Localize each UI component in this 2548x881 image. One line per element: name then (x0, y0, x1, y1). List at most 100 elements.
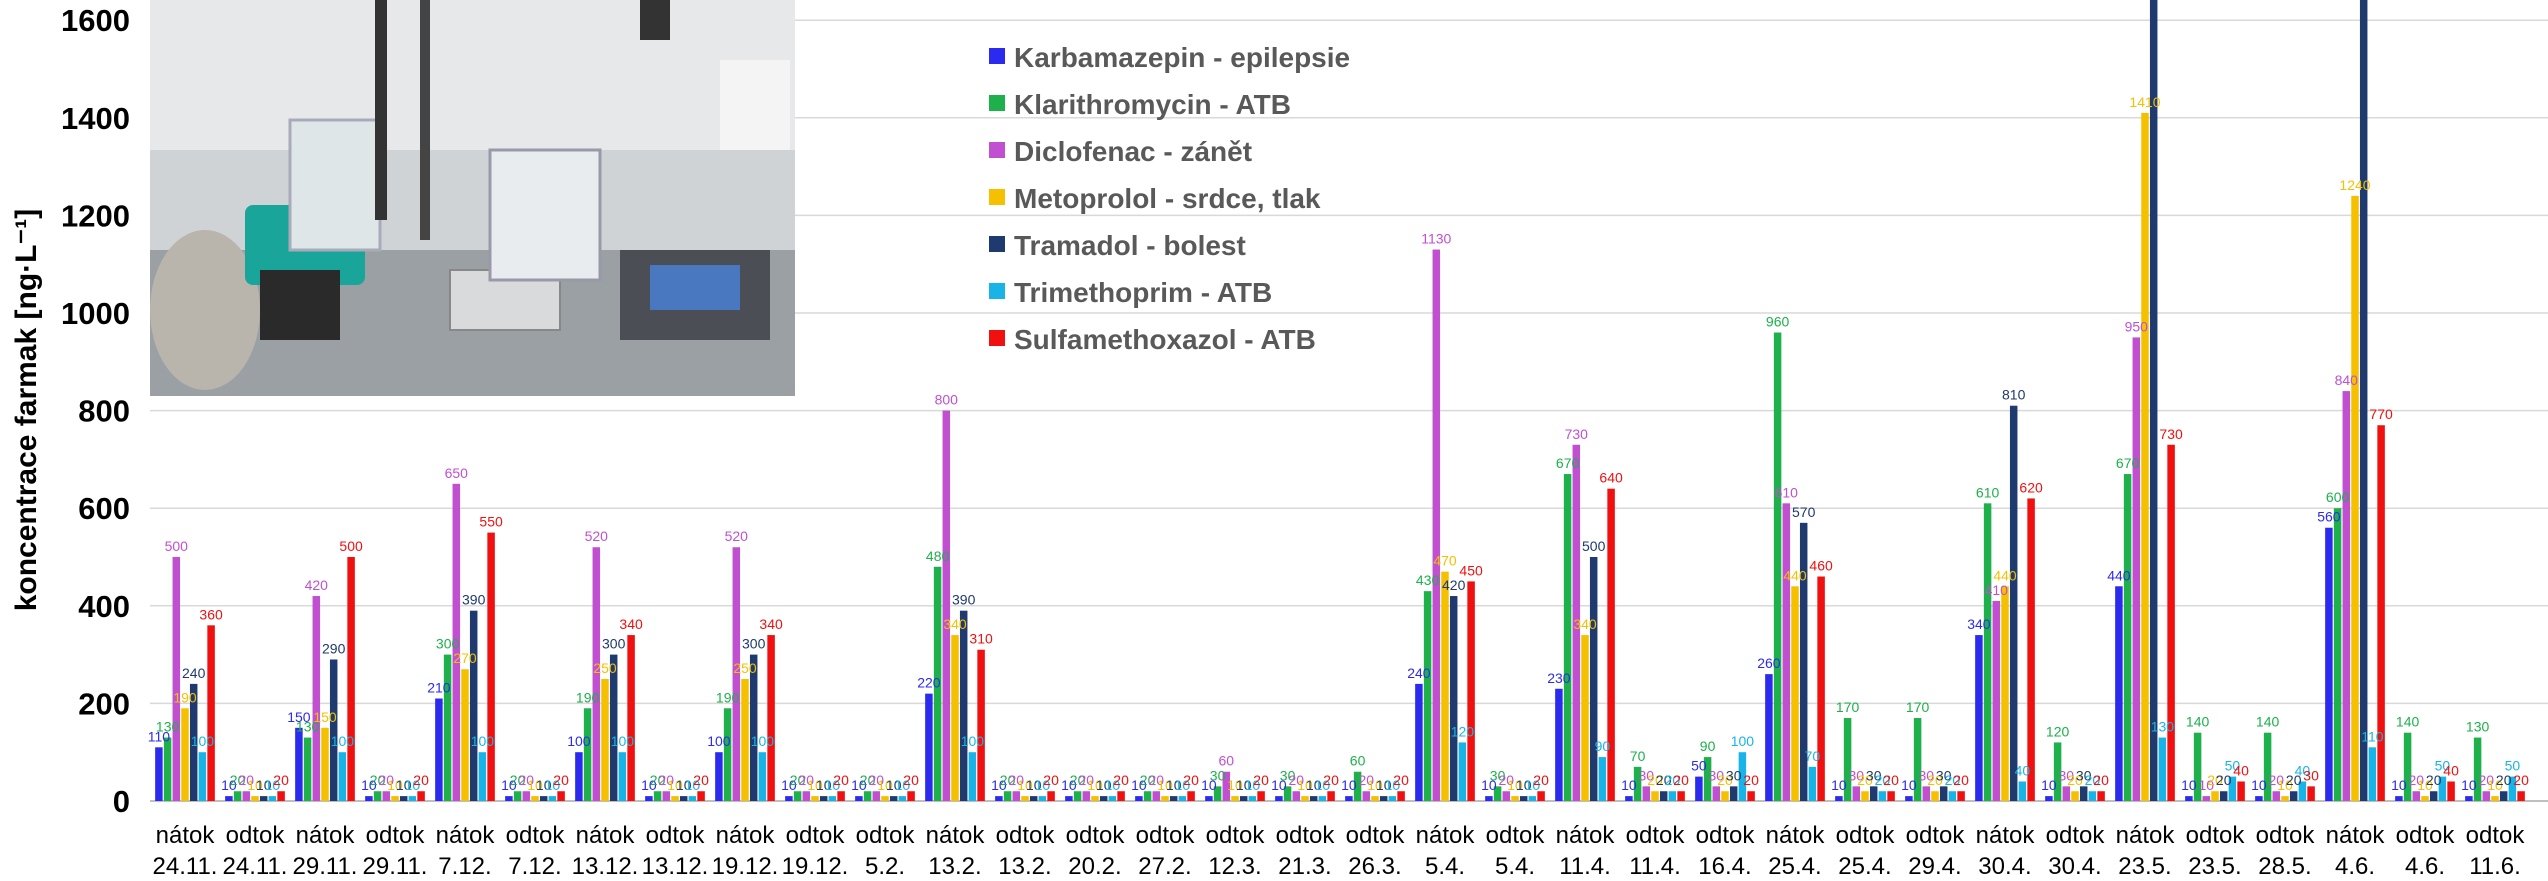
data-label: 70 (1630, 748, 1646, 764)
bar (723, 708, 732, 801)
data-label: 10 (536, 777, 552, 793)
bar (1878, 791, 1887, 801)
x-tick-label: odtok (366, 822, 426, 849)
bar (1117, 791, 1125, 801)
data-label: 10 (247, 777, 263, 793)
x-tick-label: odtok (2256, 822, 2316, 849)
data-label: 10 (991, 777, 1007, 793)
bar (1957, 791, 1965, 801)
data-label: 110 (148, 728, 171, 744)
bar (889, 796, 898, 801)
data-label: 10 (256, 777, 272, 793)
data-label: 10 (2487, 777, 2503, 793)
data-label: 520 (725, 528, 749, 544)
data-label: 10 (2461, 777, 2477, 793)
bar (2508, 776, 2517, 801)
data-label: 360 (199, 606, 223, 622)
data-label: 50 (2505, 758, 2521, 774)
data-label: 20 (1673, 772, 1689, 788)
bar (1371, 796, 1379, 801)
x-tick-label: 16.4. (1698, 853, 1751, 880)
x-tick-label: odtok (1486, 822, 1546, 849)
bar (2307, 786, 2315, 801)
bar (277, 791, 285, 801)
bar (399, 796, 408, 801)
x-tick-label: 13.2. (998, 853, 1051, 880)
bar (259, 796, 268, 801)
data-label: 10 (877, 777, 893, 793)
data-label: 340 (1967, 616, 1991, 632)
bar (1931, 791, 1939, 801)
data-label: 10 (1201, 777, 1217, 793)
data-label: 20 (2479, 772, 2495, 788)
bar (2185, 796, 2193, 801)
data-label: 30 (1490, 767, 1506, 783)
data-label: 10 (1026, 777, 1042, 793)
data-label: 30 (1726, 767, 1742, 783)
x-tick-label: 20.2. (1068, 853, 1121, 880)
bar (155, 747, 163, 801)
data-label: 20 (1079, 772, 1095, 788)
bar (1712, 786, 1721, 801)
data-label: 20 (1043, 772, 1059, 788)
data-label: 10 (1227, 777, 1243, 793)
bar (1677, 791, 1685, 801)
x-tick-label: 24.11. (223, 853, 288, 880)
data-label: 10 (1507, 777, 1523, 793)
bar (1975, 635, 1983, 801)
y-tick-label: 800 (78, 394, 130, 429)
x-tick-label: 7.12. (508, 853, 561, 880)
data-label: 130 (156, 719, 180, 735)
x-tick-label: odtok (1626, 822, 1686, 849)
data-label: 230 (1547, 670, 1571, 686)
data-label: 220 (917, 675, 941, 691)
bar (2342, 391, 2351, 801)
bar (1939, 786, 1948, 801)
bar (1948, 791, 1957, 801)
x-tick-label: 11.4. (1559, 853, 1611, 880)
bar (749, 654, 758, 801)
bar (618, 752, 627, 801)
x-tick-label: odtok (2186, 822, 2246, 849)
data-label: 20 (230, 772, 246, 788)
bar (382, 791, 391, 801)
bar (2211, 791, 2219, 801)
x-tick-label: odtok (786, 822, 846, 849)
x-tick-label: 28.5. (2258, 853, 2311, 880)
bar (653, 791, 662, 801)
bars (155, 0, 2525, 802)
x-tick-label: odtok (1136, 822, 1196, 849)
data-label: 20 (2093, 772, 2109, 788)
bar (1379, 796, 1388, 801)
data-label: 520 (585, 528, 609, 544)
y-tick-label: 1400 (61, 101, 130, 136)
x-tick-label: 19.12. (782, 853, 849, 880)
data-label: 10 (545, 777, 561, 793)
bar (1581, 635, 1589, 801)
data-label: 30 (1639, 767, 1655, 783)
data-label: 20 (553, 772, 569, 788)
bar (1275, 796, 1283, 801)
legend-swatch (989, 48, 1005, 64)
x-tick-label: 23.5. (2118, 853, 2171, 880)
data-label: 10 (676, 777, 692, 793)
data-label: 170 (1836, 699, 1860, 715)
data-label: 50 (2225, 758, 2241, 774)
data-label: 10 (781, 777, 797, 793)
bar (995, 796, 1003, 801)
x-tick-label: nátok (156, 822, 216, 849)
data-label: 20 (1113, 772, 1129, 788)
bar (2403, 732, 2412, 801)
data-label: 20 (1953, 772, 1969, 788)
data-label: 960 (1766, 314, 1790, 330)
bar (933, 566, 942, 801)
bar (968, 752, 977, 801)
bar (2447, 781, 2455, 801)
x-tick-label: 27.2. (1138, 853, 1191, 880)
bar (1467, 581, 1475, 801)
data-label: 20 (1009, 772, 1025, 788)
bar (802, 791, 811, 801)
bar (1283, 786, 1292, 801)
data-label: 130 (296, 719, 320, 735)
